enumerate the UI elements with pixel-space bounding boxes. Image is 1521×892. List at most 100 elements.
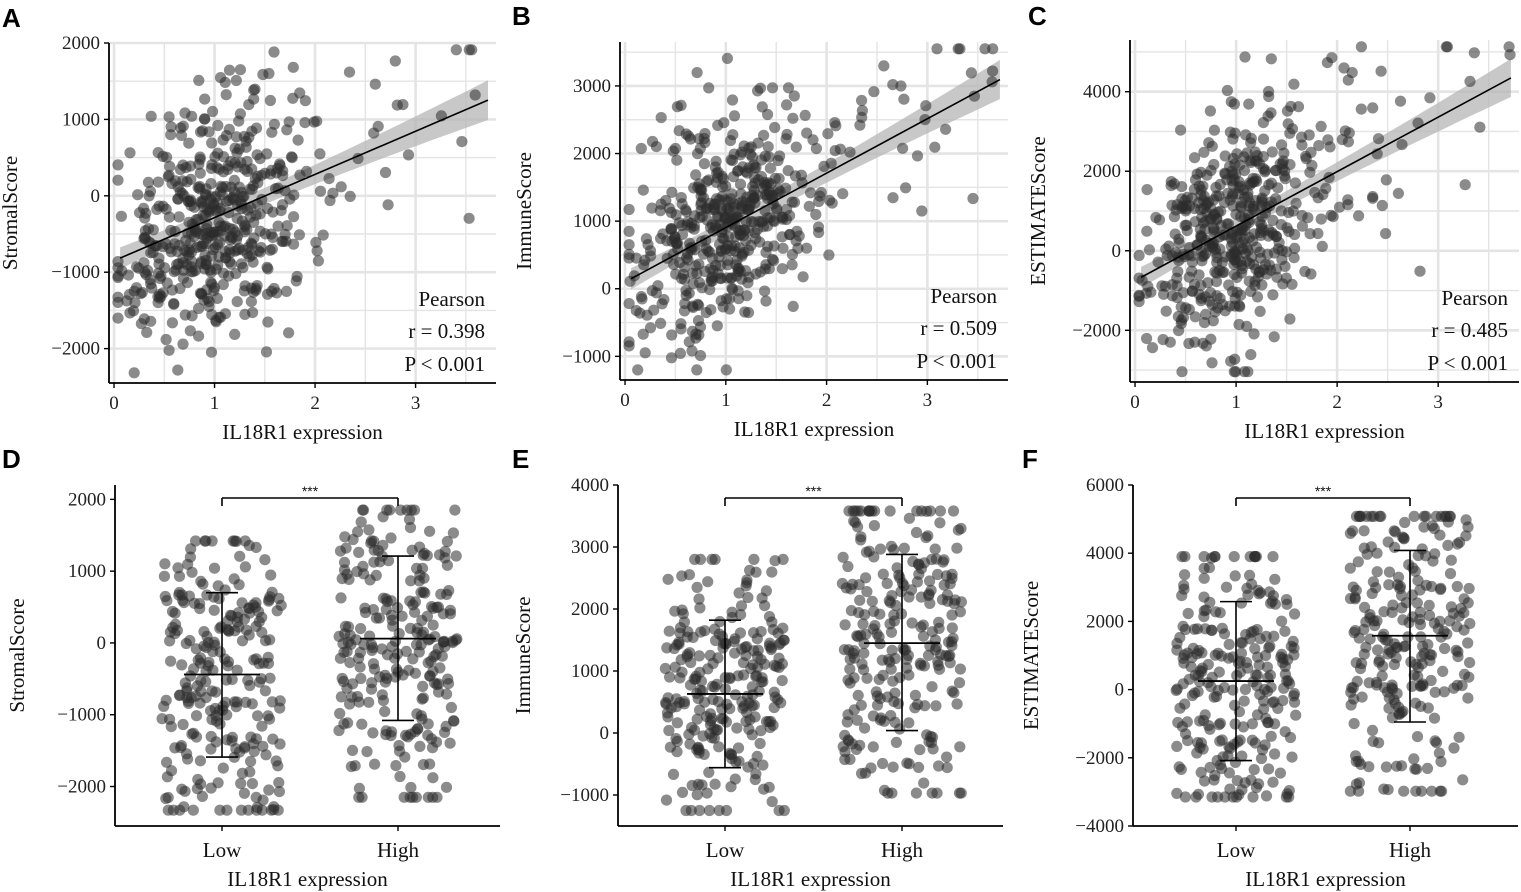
x-tick-label: 0: [109, 393, 119, 414]
data-point: [965, 67, 978, 79]
data-point: [1238, 366, 1251, 378]
data-point: [1300, 150, 1312, 162]
data-point: [748, 191, 760, 204]
data-point: [283, 327, 295, 339]
data-point: [366, 677, 378, 689]
data-point: [240, 624, 252, 636]
data-point: [646, 202, 658, 214]
data-point: [1152, 256, 1164, 268]
data-point: [463, 212, 475, 224]
data-point: [951, 698, 963, 710]
data-point: [874, 608, 886, 620]
data-point: [734, 178, 747, 190]
data-point: [878, 715, 890, 727]
data-point: [447, 527, 459, 539]
data-point: [840, 582, 852, 594]
data-point: [711, 320, 723, 332]
data-point: [1200, 308, 1212, 320]
data-point: [365, 638, 377, 651]
data-point: [768, 240, 780, 252]
data-point: [881, 577, 893, 590]
data-point: [1366, 724, 1379, 737]
x-tick-label: 3: [411, 393, 421, 414]
data-point: [1175, 301, 1187, 313]
data-point: [445, 701, 457, 714]
data-point: [234, 64, 246, 76]
data-point: [353, 791, 365, 803]
data-point: [1214, 178, 1226, 191]
data-point: [946, 622, 958, 634]
panel-c: C 0 1 2 3 −2000 0 2000 4000 IL18R1 expression ESTI…: [1026, 1, 1519, 443]
data-point: [1383, 579, 1395, 591]
data-point: [279, 228, 291, 240]
data-point: [890, 736, 903, 749]
data-point: [979, 43, 991, 55]
x-axis-title: IL18R1 expression: [222, 420, 383, 444]
y-tick-label: 4000: [1086, 543, 1124, 564]
data-point: [261, 148, 273, 160]
data-point: [407, 653, 419, 665]
data-point: [839, 619, 851, 631]
data-point: [712, 119, 724, 131]
data-point: [1380, 174, 1392, 186]
data-point: [691, 67, 703, 79]
data-point: [701, 787, 713, 799]
data-point: [766, 82, 779, 94]
data-point: [694, 684, 706, 696]
data-point: [1198, 146, 1210, 158]
data-point: [887, 192, 899, 204]
data-point: [848, 515, 860, 527]
data-point: [855, 534, 867, 546]
data-point: [1208, 209, 1220, 221]
data-point: [190, 710, 203, 722]
data-point: [1259, 683, 1271, 696]
data-point: [823, 194, 836, 206]
scatter-points: [112, 44, 481, 379]
data-point: [715, 295, 727, 307]
data-point: [293, 229, 305, 241]
data-point: [898, 93, 910, 105]
data-point: [247, 306, 259, 319]
data-point: [255, 242, 267, 254]
data-point: [250, 620, 262, 633]
data-point: [431, 601, 443, 614]
data-point: [160, 792, 172, 805]
x-tick-label: 2: [310, 393, 320, 414]
data-point: [1269, 573, 1281, 585]
data-point: [450, 550, 462, 562]
y-tick-label: −1000: [57, 705, 106, 726]
data-point: [742, 591, 754, 604]
data-point: [787, 300, 799, 312]
data-point: [284, 193, 296, 205]
data-point: [208, 604, 220, 616]
data-point: [379, 669, 391, 681]
data-point: [733, 263, 745, 275]
data-point: [1373, 737, 1385, 749]
data-point: [1186, 265, 1198, 277]
data-point: [390, 760, 402, 772]
data-point: [143, 190, 155, 202]
data-point: [720, 364, 732, 376]
data-point: [797, 271, 809, 283]
x-tick-label: 1: [210, 393, 220, 414]
data-point: [878, 60, 890, 72]
data-point: [221, 734, 233, 746]
panel-d: D *** −2000 −1000 0 1000 2000 Low High IL18R1 exp…: [2, 444, 500, 891]
data-point: [1445, 554, 1457, 566]
x-tick-label: 1: [1231, 392, 1241, 413]
data-point: [851, 714, 863, 726]
data-point: [1327, 211, 1339, 223]
panel-e: E *** −1000 0 1000 2000 3000 4000 Low High IL18R1 …: [511, 444, 1003, 891]
data-point: [931, 43, 943, 55]
data-point: [123, 289, 135, 301]
data-point: [441, 588, 453, 601]
data-point: [1430, 737, 1443, 749]
data-point: [367, 604, 379, 616]
data-point: [231, 296, 243, 308]
data-point: [807, 134, 819, 146]
data-point: [839, 753, 851, 766]
y-tick-label: 0: [91, 186, 101, 207]
data-point: [754, 236, 766, 248]
data-point: [1266, 595, 1278, 608]
data-point: [670, 209, 682, 221]
